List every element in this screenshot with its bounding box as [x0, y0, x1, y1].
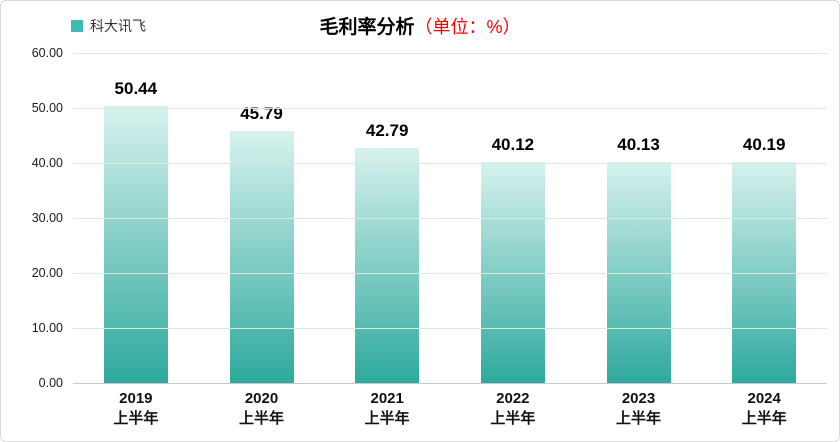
- bar-2020: [229, 131, 294, 383]
- x-category-label: 2023 上半年: [616, 390, 662, 427]
- bar-value-label: 40.19: [742, 134, 786, 154]
- bar-2021: [355, 147, 420, 383]
- gridline: [73, 108, 827, 109]
- bar-value-label: 40.13: [617, 135, 660, 155]
- bar-slot: 45.79: [199, 53, 325, 383]
- bar-2022: [480, 162, 545, 383]
- chart-title-unit: （单位：%）: [414, 17, 521, 37]
- plot-area: 50.44 45.79 42.79 40.12 40.13 40.19: [73, 53, 827, 384]
- bar-value-label: 40.12: [491, 135, 535, 155]
- bar-2023: [606, 162, 671, 383]
- x-category-label: 2021 上半年: [364, 390, 410, 427]
- x-axis: 2019 上半年 2020 上半年 2021 上半年 2022 上半年 2023 上半年 2024 上…: [73, 389, 827, 428]
- y-tick-label: 50.00: [31, 101, 63, 115]
- gridline: [73, 53, 827, 54]
- bar-value-label: 42.79: [365, 120, 409, 140]
- x-axis-line: [73, 383, 827, 384]
- x-category-label: 2024 上半年: [741, 390, 787, 427]
- bar-2019: [103, 105, 168, 383]
- bar-slot: 42.79: [324, 53, 450, 383]
- x-category-label: 2022 上半年: [490, 390, 536, 427]
- y-tick-label: 60.00: [31, 46, 63, 60]
- legend-swatch-icon: [71, 20, 83, 32]
- chart-title-main: 毛利率分析: [319, 17, 415, 38]
- legend: 科大讯飞: [71, 16, 146, 36]
- bar-value-label: 50.44: [114, 78, 158, 98]
- bar-2024: [732, 161, 797, 383]
- y-axis: 60.00 50.00 40.00 30.00 20.00 10.00 0.00: [1, 46, 63, 390]
- bar-slot: 50.44: [73, 53, 199, 383]
- y-tick-label: 30.00: [31, 211, 63, 225]
- legend-series-label: 科大讯飞: [90, 18, 146, 34]
- chart-title: 毛利率分析（单位：%）: [1, 12, 839, 39]
- y-tick-label: 10.00: [31, 321, 63, 335]
- bar-slot: 40.13: [576, 53, 702, 383]
- y-tick-label: 0.00: [38, 376, 63, 390]
- gridline: [73, 218, 827, 219]
- x-category-label: 2019 上半年: [113, 390, 159, 427]
- bar-slot: 40.19: [701, 53, 827, 383]
- gridline: [73, 328, 827, 329]
- bar-slot: 40.12: [450, 53, 576, 383]
- x-category-label: 2020 上半年: [239, 390, 285, 427]
- bar-series: 50.44 45.79 42.79 40.12 40.13 40.19: [73, 53, 827, 383]
- y-tick-label: 20.00: [31, 266, 63, 280]
- y-tick-label: 40.00: [31, 156, 63, 170]
- gridline: [73, 163, 827, 164]
- gridline: [73, 273, 827, 274]
